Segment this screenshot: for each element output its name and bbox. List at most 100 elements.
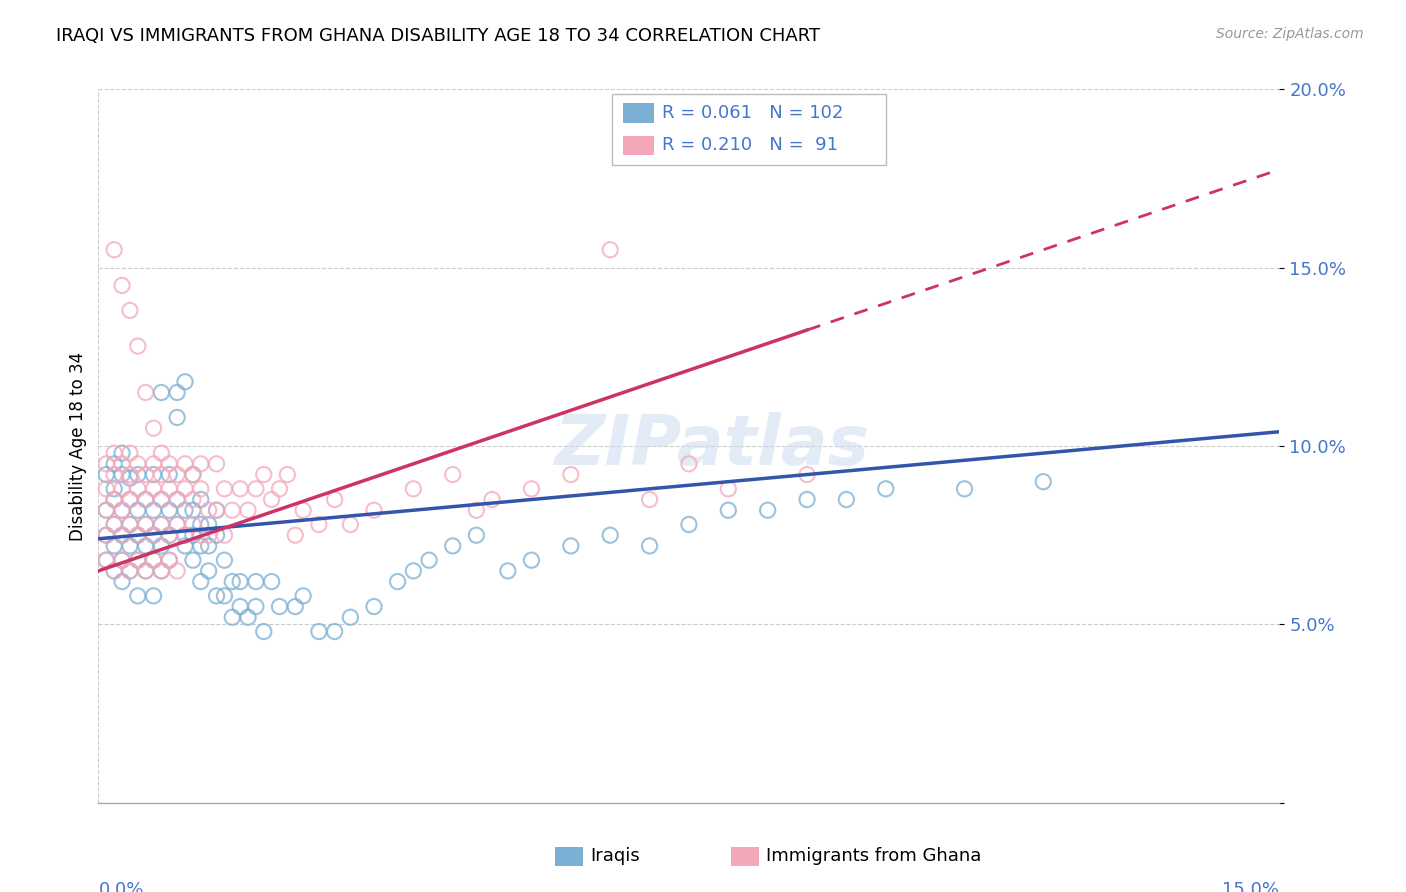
Point bbox=[678, 517, 700, 532]
Point bbox=[103, 243, 125, 257]
Point bbox=[111, 553, 134, 567]
Point bbox=[127, 589, 149, 603]
Point bbox=[135, 467, 157, 482]
Point bbox=[118, 564, 141, 578]
Point bbox=[142, 503, 165, 517]
Point bbox=[142, 528, 165, 542]
Point bbox=[717, 503, 740, 517]
Point bbox=[308, 624, 330, 639]
Point bbox=[157, 528, 180, 542]
Point bbox=[135, 492, 157, 507]
Point bbox=[465, 528, 488, 542]
Point bbox=[190, 539, 212, 553]
Point bbox=[150, 517, 173, 532]
Point bbox=[181, 528, 204, 542]
Point bbox=[796, 492, 818, 507]
Point bbox=[135, 564, 157, 578]
Point bbox=[174, 482, 197, 496]
Point bbox=[150, 564, 173, 578]
Point bbox=[166, 492, 188, 507]
Point bbox=[157, 482, 180, 496]
Point bbox=[111, 446, 134, 460]
Point bbox=[174, 539, 197, 553]
Point bbox=[190, 574, 212, 589]
Point bbox=[284, 599, 307, 614]
Point bbox=[363, 599, 385, 614]
Point bbox=[292, 503, 315, 517]
Point bbox=[96, 467, 118, 482]
Point bbox=[214, 553, 236, 567]
Point bbox=[96, 503, 118, 517]
Point bbox=[796, 467, 818, 482]
Point bbox=[402, 482, 425, 496]
Point bbox=[103, 457, 125, 471]
Point bbox=[111, 503, 134, 517]
Point bbox=[402, 564, 425, 578]
Point bbox=[118, 564, 141, 578]
Point bbox=[387, 574, 409, 589]
Point bbox=[118, 517, 141, 532]
Point bbox=[127, 339, 149, 353]
Point bbox=[181, 492, 204, 507]
Point bbox=[103, 564, 125, 578]
Point bbox=[166, 467, 188, 482]
Point bbox=[221, 574, 243, 589]
Point bbox=[245, 599, 267, 614]
Point bbox=[181, 467, 204, 482]
Point bbox=[142, 553, 165, 567]
Point bbox=[103, 492, 125, 507]
Point bbox=[441, 539, 464, 553]
Point bbox=[284, 528, 307, 542]
Point bbox=[96, 553, 118, 567]
Text: 15.0%: 15.0% bbox=[1222, 881, 1279, 892]
Point bbox=[174, 457, 197, 471]
Point bbox=[135, 517, 157, 532]
Point bbox=[157, 553, 180, 567]
Point bbox=[181, 467, 204, 482]
Text: Iraqis: Iraqis bbox=[591, 847, 640, 865]
Point bbox=[214, 482, 236, 496]
Point bbox=[142, 467, 165, 482]
Point bbox=[157, 457, 180, 471]
Point bbox=[181, 553, 204, 567]
Point bbox=[174, 503, 197, 517]
Point bbox=[560, 539, 582, 553]
Point bbox=[205, 457, 228, 471]
Point bbox=[103, 517, 125, 532]
Point bbox=[142, 457, 165, 471]
Point bbox=[166, 410, 188, 425]
Point bbox=[166, 564, 188, 578]
Point bbox=[135, 517, 157, 532]
Point bbox=[181, 503, 204, 517]
Point bbox=[181, 517, 204, 532]
Text: R = 0.210   N =  91: R = 0.210 N = 91 bbox=[662, 136, 838, 154]
Point bbox=[323, 624, 346, 639]
Point bbox=[142, 421, 165, 435]
Point bbox=[441, 467, 464, 482]
Point bbox=[127, 553, 149, 567]
Point bbox=[190, 517, 212, 532]
Text: 0.0%: 0.0% bbox=[98, 881, 143, 892]
Point bbox=[363, 503, 385, 517]
Point bbox=[111, 553, 134, 567]
Point bbox=[142, 482, 165, 496]
Point bbox=[118, 517, 141, 532]
Point bbox=[205, 589, 228, 603]
Point bbox=[190, 492, 212, 507]
Text: ZIPatlas: ZIPatlas bbox=[555, 412, 870, 480]
Point bbox=[717, 482, 740, 496]
Point bbox=[260, 492, 283, 507]
Point bbox=[127, 503, 149, 517]
Point bbox=[150, 385, 173, 400]
Point bbox=[150, 492, 173, 507]
Point bbox=[339, 610, 361, 624]
Point bbox=[245, 482, 267, 496]
Point bbox=[150, 446, 173, 460]
Point bbox=[253, 467, 276, 482]
Point bbox=[150, 564, 173, 578]
Point bbox=[96, 503, 118, 517]
Point bbox=[166, 517, 188, 532]
Point bbox=[111, 457, 134, 471]
Point bbox=[197, 528, 219, 542]
Point bbox=[174, 375, 197, 389]
